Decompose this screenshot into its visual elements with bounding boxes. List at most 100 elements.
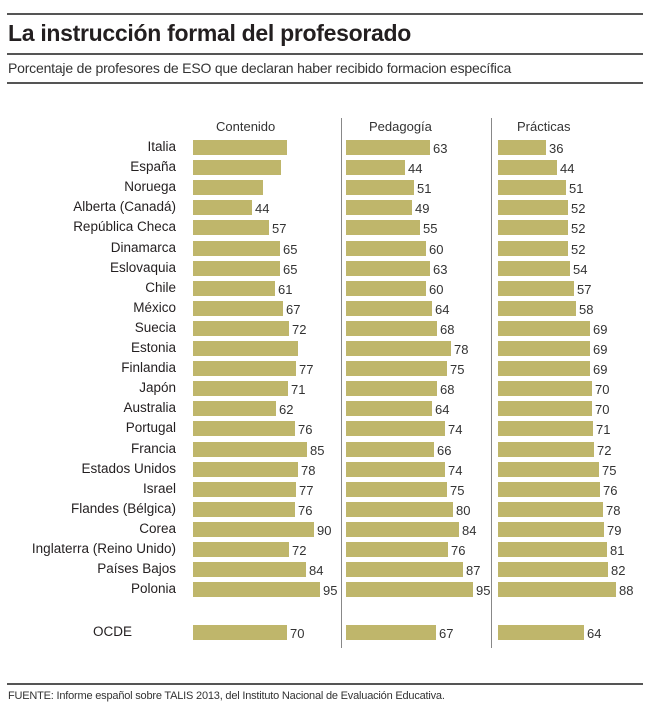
data-label: 71	[291, 382, 306, 397]
bar-pedagogia	[346, 200, 412, 215]
bar-pedagogia	[346, 482, 447, 497]
bar-pedagogia	[346, 381, 437, 396]
data-label: 82	[611, 563, 626, 578]
category-label: República Checa	[73, 219, 176, 234]
data-label: 74	[448, 422, 463, 437]
bar-contenido	[193, 321, 289, 336]
bar-pedagogia	[346, 140, 430, 155]
bar-pedagogia	[346, 522, 459, 537]
bar-practicas	[498, 462, 599, 477]
data-label: 79	[607, 523, 622, 538]
category-label: Suecia	[134, 320, 176, 335]
data-label: 51	[417, 181, 432, 196]
data-label: 80	[456, 503, 471, 518]
data-label: 75	[450, 483, 465, 498]
category-label: Finlandia	[121, 360, 176, 375]
bar-pedagogia	[346, 361, 447, 376]
category-label: Japón	[139, 380, 176, 395]
bar-pedagogia	[346, 625, 436, 640]
data-label: 76	[451, 543, 466, 558]
bar-pedagogia	[346, 462, 445, 477]
bar-practicas	[498, 261, 570, 276]
data-label: 88	[619, 583, 634, 598]
bar-contenido	[193, 625, 287, 640]
subtitle-rule	[7, 82, 643, 84]
data-label: 63	[433, 141, 448, 156]
data-label: 76	[603, 483, 618, 498]
bar-pedagogia	[346, 220, 420, 235]
data-label: 44	[560, 161, 575, 176]
column-header-contenido: Contenido	[216, 119, 276, 134]
data-label: 87	[466, 563, 481, 578]
bar-contenido	[193, 200, 252, 215]
bar-practicas	[498, 220, 568, 235]
data-label: 75	[602, 463, 617, 478]
bar-pedagogia	[346, 442, 434, 457]
data-label: 60	[429, 282, 444, 297]
data-label: 51	[569, 181, 584, 196]
data-label: 95	[476, 583, 491, 598]
data-label: 78	[606, 503, 621, 518]
data-label: 58	[579, 302, 594, 317]
bar-contenido	[193, 502, 295, 517]
column-header-practicas: Prácticas	[517, 119, 571, 134]
bar-pedagogia	[346, 281, 426, 296]
bar-practicas	[498, 140, 546, 155]
bar-practicas	[498, 401, 592, 416]
bar-contenido	[193, 241, 280, 256]
chart-title: La instrucción formal del profesorado	[8, 20, 411, 46]
bar-practicas	[498, 321, 590, 336]
bar-pedagogia	[346, 502, 453, 517]
data-label: 68	[440, 322, 455, 337]
bar-contenido	[193, 482, 296, 497]
bottom-rule	[7, 683, 643, 685]
bar-contenido	[193, 220, 269, 235]
data-label: 52	[571, 242, 586, 257]
data-label: 63	[433, 262, 448, 277]
bar-practicas	[498, 421, 593, 436]
data-label: 52	[571, 221, 586, 236]
bar-contenido	[193, 160, 281, 175]
data-label: 95	[323, 583, 338, 598]
data-label: 76	[298, 503, 313, 518]
data-label: 65	[283, 262, 298, 277]
bar-practicas	[498, 542, 607, 557]
bar-pedagogia	[346, 542, 448, 557]
category-label: OCDE	[92, 624, 132, 639]
data-label: 60	[429, 242, 444, 257]
bar-practicas	[498, 241, 568, 256]
data-label: 84	[309, 563, 324, 578]
category-label: México	[133, 300, 176, 315]
data-label: 69	[593, 362, 608, 377]
bar-contenido	[193, 361, 296, 376]
data-label: 71	[596, 422, 611, 437]
data-label: 36	[549, 141, 564, 156]
category-label: España	[130, 159, 176, 174]
data-label: 57	[272, 221, 287, 236]
bar-contenido	[193, 522, 314, 537]
data-label: 75	[450, 362, 465, 377]
chart-subtitle: Porcentaje de profesores de ESO que decl…	[8, 60, 512, 76]
data-label: 70	[290, 626, 305, 641]
data-label: 72	[292, 322, 307, 337]
bar-practicas	[498, 522, 604, 537]
bar-practicas	[498, 562, 608, 577]
bar-contenido	[193, 261, 280, 276]
category-label: Polonia	[130, 581, 176, 596]
bar-contenido	[193, 140, 287, 155]
category-label: Italia	[147, 139, 176, 154]
title-rule	[7, 53, 643, 55]
data-label: 68	[440, 382, 455, 397]
data-label: 64	[435, 402, 450, 417]
bar-pedagogia	[346, 582, 473, 597]
category-label: Noruega	[124, 179, 176, 194]
data-label: 77	[299, 483, 314, 498]
data-label: 49	[415, 201, 430, 216]
source-note: FUENTE: Informe español sobre TALIS 2013…	[8, 690, 445, 702]
bar-pedagogia	[346, 180, 414, 195]
bar-contenido	[193, 381, 288, 396]
bar-contenido	[193, 281, 275, 296]
category-label: Alberta (Canadá)	[73, 199, 176, 214]
data-label: 72	[292, 543, 307, 558]
separator-pedagogia	[341, 118, 342, 648]
